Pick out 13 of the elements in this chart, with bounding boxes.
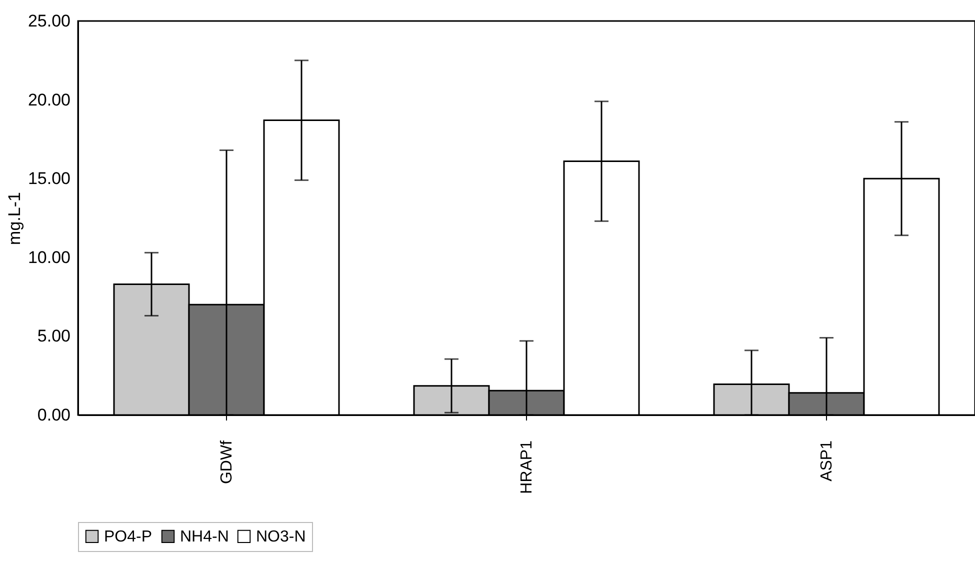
y-tick-label: 5.00 [37,326,70,346]
y-tick-label: 15.00 [28,169,70,188]
x-tick-label: ASP1 [818,440,836,482]
y-tick-label: 25.00 [28,12,70,30]
y-tick-label: 20.00 [28,90,70,110]
y-tick-label: 10.00 [28,248,70,267]
x-tick-label: GDWf [218,440,236,484]
y-tick-label: 0.00 [37,406,70,424]
legend-label: NO3-N [256,528,306,546]
legend-label: PO4-P [104,528,152,546]
x-tick-label: HRAP1 [518,440,536,494]
legend-label: NH4-N [180,528,229,546]
y-axis-title: mg.L-1 [4,192,24,245]
